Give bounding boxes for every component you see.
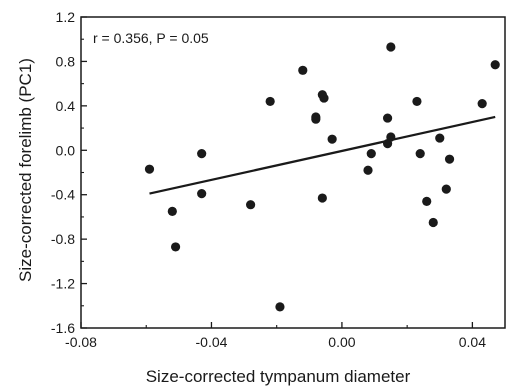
data-point [298, 65, 308, 75]
y-tick-label: -0.8 [51, 231, 75, 247]
axes [80, 16, 506, 329]
x-tick-label: 0.00 [328, 334, 355, 350]
data-point [477, 99, 487, 109]
data-point [363, 165, 373, 175]
data-point [412, 96, 422, 107]
data-point [144, 164, 155, 174]
y-tick-label: 0.0 [56, 142, 76, 158]
data-point [317, 193, 327, 203]
data-point [197, 189, 207, 199]
data-point [382, 113, 393, 123]
data-point [319, 93, 329, 103]
data-point [246, 200, 256, 210]
data-point [197, 149, 207, 159]
x-axis-title: Size-corrected tympanum diameter [146, 367, 411, 386]
data-point [170, 242, 181, 252]
data-point [275, 302, 285, 312]
data-point [386, 42, 396, 52]
correlation-annotation: r = 0.356, P = 0.05 [93, 30, 209, 46]
data-point [311, 114, 321, 124]
x-tick-label: -0.04 [196, 334, 228, 350]
data-point [415, 149, 425, 159]
data-point [435, 133, 445, 143]
data-point [441, 184, 451, 194]
data-points [144, 42, 500, 312]
data-point [444, 154, 455, 164]
y-tick-label: -1.2 [51, 276, 75, 292]
y-axis-title: Size-corrected forelimb (PC1) [16, 58, 35, 282]
data-point [167, 206, 177, 216]
regression-line [149, 115, 496, 195]
data-point [386, 132, 396, 142]
y-tick-label: 0.4 [56, 98, 76, 114]
plot-frame [80, 16, 506, 329]
y-tick-label: -1.6 [51, 320, 75, 336]
data-point [327, 134, 337, 144]
data-point [490, 60, 500, 70]
x-tick-label: 0.04 [459, 334, 486, 350]
x-tick-label: -0.08 [65, 334, 97, 350]
y-tick-label: 1.2 [56, 9, 76, 25]
data-point [265, 96, 275, 107]
regression-line-group [149, 115, 496, 195]
data-point [422, 196, 432, 206]
y-tick-label: 0.8 [56, 53, 76, 69]
data-point [428, 217, 438, 228]
y-tick-label: -0.4 [51, 187, 75, 203]
data-point [366, 149, 376, 159]
ticks: -0.08 -0.04 0.00 0.04 -1.6 -1.2 -0.8 -0.4 0.0 0.4… [51, 9, 486, 350]
